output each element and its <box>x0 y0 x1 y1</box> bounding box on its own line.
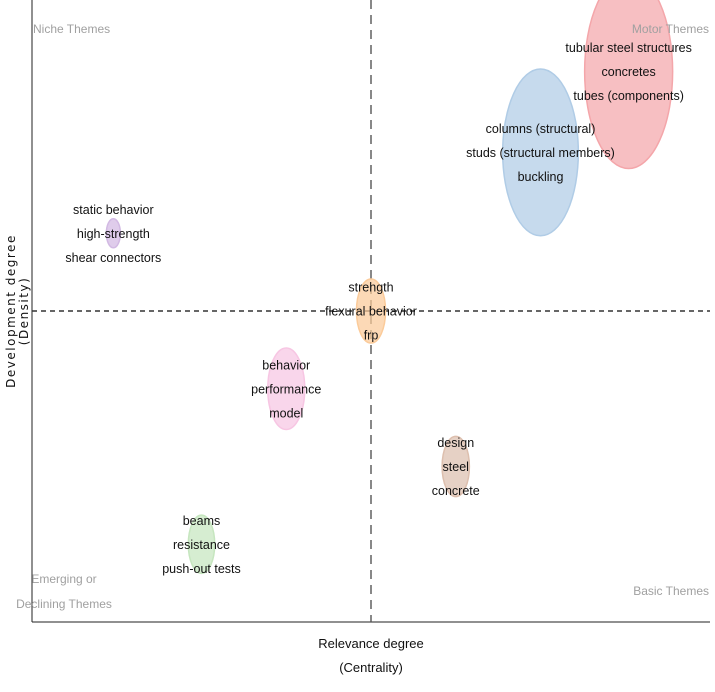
cluster-6-term-2: steel <box>443 460 469 474</box>
cluster-3-term-2: high-strength <box>77 227 150 241</box>
cluster-7-term-3: push-out tests <box>162 562 241 576</box>
cluster-bubble-3 <box>105 217 122 249</box>
cluster-4-term-2: flexural behavior <box>325 305 417 319</box>
cluster-4-term-1: strehgth <box>348 281 393 295</box>
cluster-4-term-3: frp <box>364 329 379 343</box>
quadrant-label-niche: Niche Themes <box>33 22 110 36</box>
y-axis-title: Development degree <box>4 234 18 388</box>
x-axis-subtitle: (Centrality) <box>339 660 403 675</box>
label-layer: tubular steel structures concretes tubes (… <box>65 41 691 576</box>
cluster-3-term-1: static behavior <box>73 203 154 217</box>
cluster-bubble-7 <box>187 514 216 575</box>
cluster-6-term-3: concrete <box>432 484 480 498</box>
cluster-2-term-1: columns (structural) <box>486 122 596 136</box>
cluster-bubble-5 <box>267 347 306 431</box>
cluster-1-term-2: concretes <box>602 65 656 79</box>
quadrant-label-emerging-line1: Emerging or <box>31 572 96 586</box>
cluster-5-term-2: performance <box>251 382 321 396</box>
quadrant-label-motor: Motor Themes <box>632 22 709 36</box>
quadrant-label-basic: Basic Themes <box>633 584 709 598</box>
cluster-bubble-6 <box>441 435 471 498</box>
cluster-1-term-3: tubes (components) <box>573 89 683 103</box>
cluster-bubble-1 <box>583 0 674 170</box>
cluster-6-term-1: design <box>437 436 474 450</box>
cluster-bubble-2 <box>501 68 580 237</box>
cluster-bubble-4 <box>355 278 387 344</box>
cluster-5-term-1: behavior <box>262 358 310 372</box>
cluster-3-term-3: shear connectors <box>65 251 161 265</box>
cluster-7-term-1: beams <box>183 514 221 528</box>
cluster-5-term-3: model <box>269 406 303 420</box>
cluster-2-term-2: studs (structural members) <box>466 146 615 160</box>
cluster-2-term-3: buckling <box>518 170 564 184</box>
bubble-layer <box>105 0 674 575</box>
cluster-1-term-1: tubular steel structures <box>565 41 691 55</box>
x-axis-title: Relevance degree <box>318 636 424 651</box>
cluster-7-term-2: resistance <box>173 538 230 552</box>
quadrant-label-emerging-line2: Declining Themes <box>16 597 112 611</box>
y-axis-subtitle: (Density) <box>17 277 31 345</box>
